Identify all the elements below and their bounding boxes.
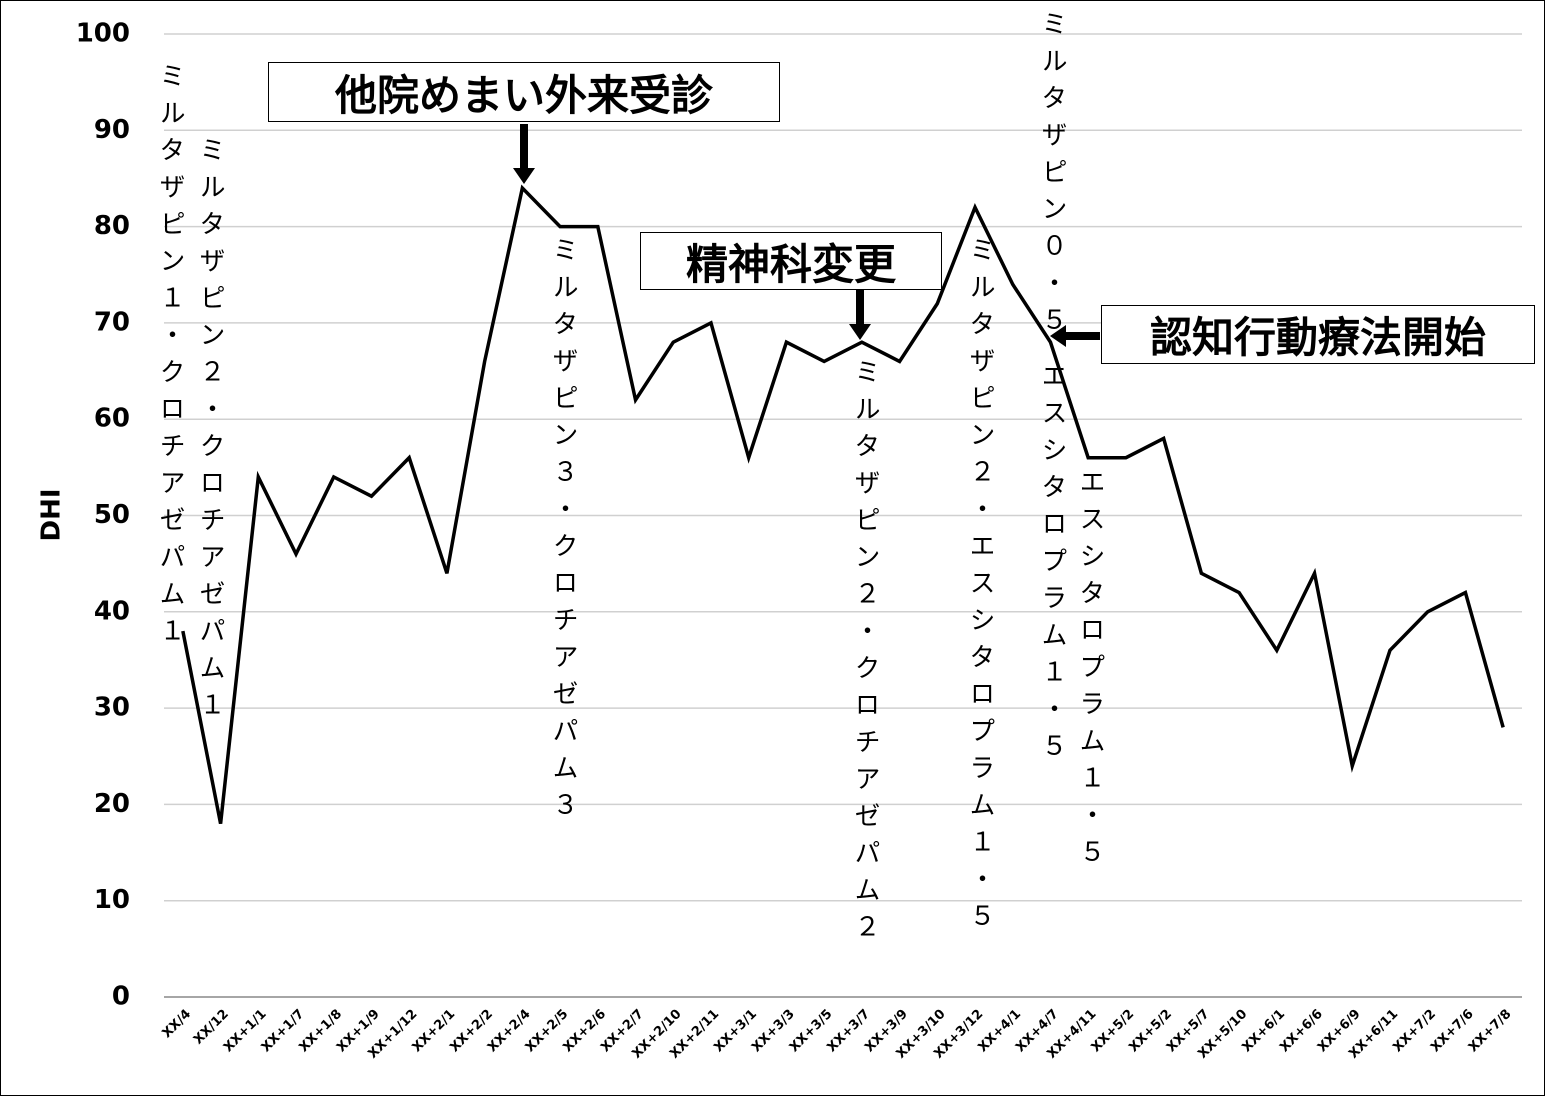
annotation: エスシタロプラム１・５ [1037,362,1067,769]
y-tick-label: 40 [94,596,130,626]
y-tick-label: 30 [94,693,130,723]
data-line [181,184,1505,824]
annotation: ミルタザピン３・クロチアゼパム３ [548,236,578,828]
y-tick-label: 0 [112,982,130,1012]
annotation: ミルタザピン２・クロチアゼパム１ [195,136,225,728]
y-tick-label: 70 [94,307,130,337]
y-tick-label: 100 [76,19,130,49]
y-axis-label: DHI [37,488,67,541]
y-tick-label: 60 [94,404,130,434]
y-tick-label: 90 [94,115,130,145]
annotation: ミルタザピン２・エスシタロプラム１・５ [965,236,995,939]
y-tick-label: 50 [94,500,130,530]
y-tick-label: 20 [94,789,130,819]
annotation: ミルタザピン０・５ [1037,10,1067,343]
annotation: エスシタロプラム１・５ [1075,468,1105,875]
annotation: ミルタザピン１・クロチアゼパム１ [155,62,185,654]
y-tick-label: 10 [94,885,130,915]
callout: 精神科変更 [640,232,942,290]
callout: 他院めまい外来受診 [268,62,780,122]
annotation: ミルタザピン２・クロチアゼパム２ [850,358,880,950]
y-tick-label: 80 [94,211,130,241]
callout: 認知行動療法開始 [1101,305,1535,364]
